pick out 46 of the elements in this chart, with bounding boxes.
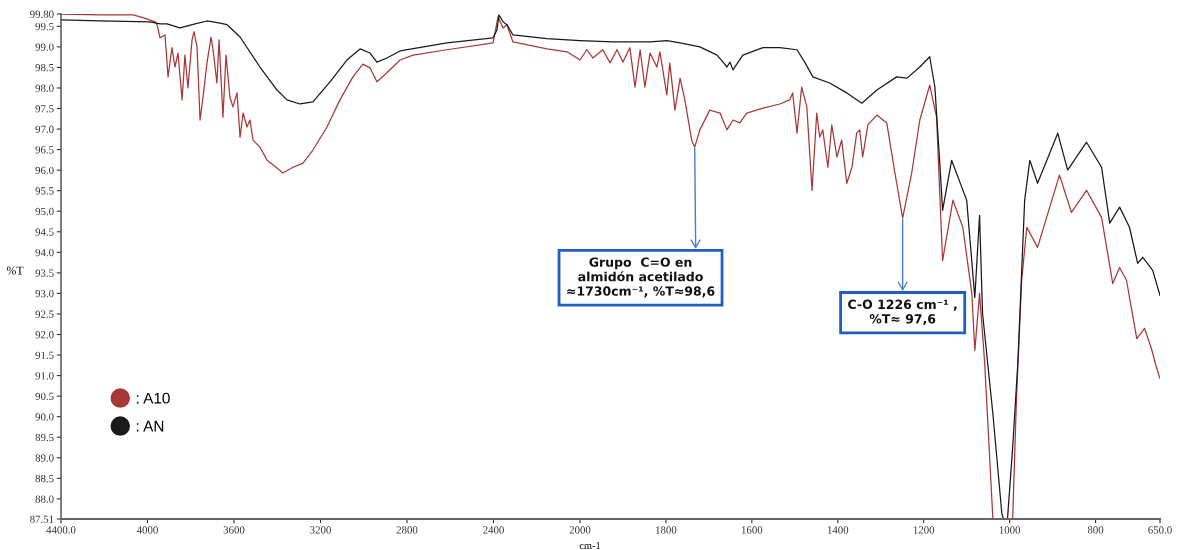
y-tick-label: 98.5 bbox=[35, 63, 54, 72]
legend-label: : AN bbox=[136, 420, 164, 432]
y-tick-label: 93.0 bbox=[35, 289, 54, 298]
x-tick-label: 1200 bbox=[913, 526, 935, 534]
y-tick-label: 94.5 bbox=[35, 228, 54, 236]
x-tick-label: 2800 bbox=[396, 526, 418, 534]
y-tick-label: 99.5 bbox=[35, 22, 54, 31]
x-tick-label: 800 bbox=[1087, 526, 1104, 534]
y-tick-label: 91.0 bbox=[35, 372, 54, 380]
y-tick-label: 89.5 bbox=[35, 433, 54, 442]
y-tick-label: 88.0 bbox=[35, 495, 54, 503]
y-tick-label: 99.80 bbox=[30, 10, 54, 18]
x-tick-label: 2400 bbox=[483, 526, 504, 534]
annotation: Grupo C=O en almidón acetilado ≈1730cm⁻¹, %T≈98,6 bbox=[567, 257, 715, 298]
y-tick-label: 90.0 bbox=[35, 413, 54, 421]
y-tick-label: 98.0 bbox=[35, 84, 54, 92]
y-tick-label: 95.5 bbox=[35, 187, 54, 195]
y-tick-label: 99.0 bbox=[35, 43, 54, 51]
annotation: C-O 1226 cm⁻¹ , %T≈ 97,6 bbox=[848, 299, 957, 326]
x-tick-label: 4400.0 bbox=[46, 526, 76, 534]
x-tick-label: 1800 bbox=[656, 526, 677, 534]
x-tick-label: 4000 bbox=[136, 526, 158, 534]
x-tick-label: 1400 bbox=[827, 526, 849, 534]
y-axis-title: %T bbox=[6, 266, 24, 275]
y-tick-label: 88.5 bbox=[35, 474, 54, 483]
y-tick-label: 92.5 bbox=[35, 310, 54, 318]
x-tick-label: 3200 bbox=[310, 526, 331, 534]
x-tick-label: 2000 bbox=[569, 526, 591, 534]
y-tick-label: 95.0 bbox=[35, 207, 54, 216]
y-tick-label: 91.5 bbox=[35, 351, 54, 359]
y-tick-label: 90.5 bbox=[35, 392, 54, 401]
y-tick-label: 93.5 bbox=[35, 269, 54, 277]
y-tick-label: 89.0 bbox=[35, 454, 54, 462]
y-tick-label: 94.0 bbox=[35, 248, 54, 257]
y-tick-label: 92.0 bbox=[35, 331, 54, 339]
x-tick-label: 650.0 bbox=[1148, 526, 1172, 534]
y-tick-label: 97.5 bbox=[35, 105, 54, 113]
x-tick-label: 1600 bbox=[741, 526, 763, 534]
legend-label: : A10 bbox=[136, 392, 170, 404]
x-tick-label: 3600 bbox=[223, 526, 245, 534]
x-axis-title: cm-1 bbox=[579, 542, 601, 550]
y-tick-label: 97.0 bbox=[35, 125, 54, 133]
y-tick-label: 96.0 bbox=[35, 166, 54, 175]
y-tick-label: 87.51 bbox=[30, 515, 54, 523]
y-tick-label: 96.5 bbox=[35, 146, 54, 154]
x-tick-label: 1000 bbox=[999, 526, 1021, 534]
